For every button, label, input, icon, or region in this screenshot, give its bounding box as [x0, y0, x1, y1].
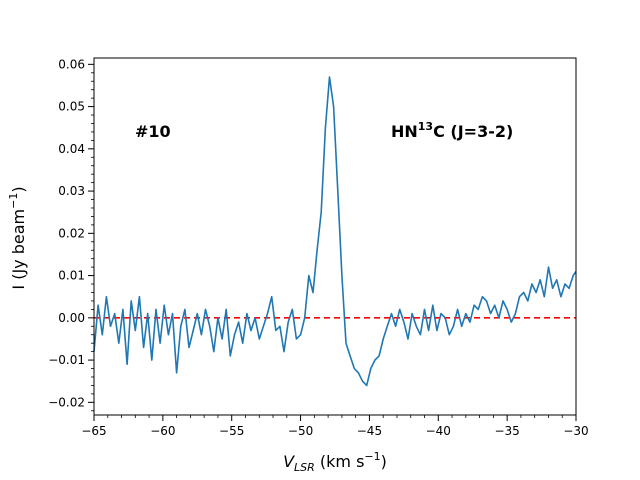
x-tick-label: −60: [150, 424, 175, 438]
y-tick-label: 0.01: [58, 269, 85, 283]
y-tick-label: −0.01: [48, 353, 85, 367]
annotation-line-label: HN13C (J=3-2): [391, 120, 513, 141]
y-tick-label: 0.02: [58, 226, 85, 240]
x-tick-label: −45: [357, 424, 382, 438]
y-tick-label: −0.02: [48, 395, 85, 409]
x-tick-label: −50: [288, 424, 313, 438]
spectrum-line: [93, 76, 577, 387]
y-tick-label: 0.05: [58, 100, 85, 114]
x-tick-label: −40: [426, 424, 451, 438]
plot-frame: [93, 57, 577, 416]
x-axis-ticks: −65 −60 −55 −50 −45 −40 −35 −30: [81, 415, 589, 438]
y-tick-label: 0.06: [58, 57, 85, 71]
x-tick-label: −35: [494, 424, 519, 438]
x-axis-label: VLSR (km s−1): [283, 450, 387, 474]
y-tick-label: 0.03: [58, 184, 85, 198]
annotation-source-label: #10: [135, 122, 171, 141]
y-tick-label: 0.00: [58, 311, 85, 325]
x-tick-label: −55: [219, 424, 244, 438]
x-tick-label: −65: [81, 424, 106, 438]
y-tick-label: 0.04: [58, 142, 85, 156]
y-axis-ticks: −0.02 −0.01 0.00 0.01 0.02 0.03 0.04 0.05 0.06: [48, 57, 94, 412]
x-tick-label: −30: [563, 424, 588, 438]
y-axis-label: I (Jy beam−1): [7, 186, 28, 289]
